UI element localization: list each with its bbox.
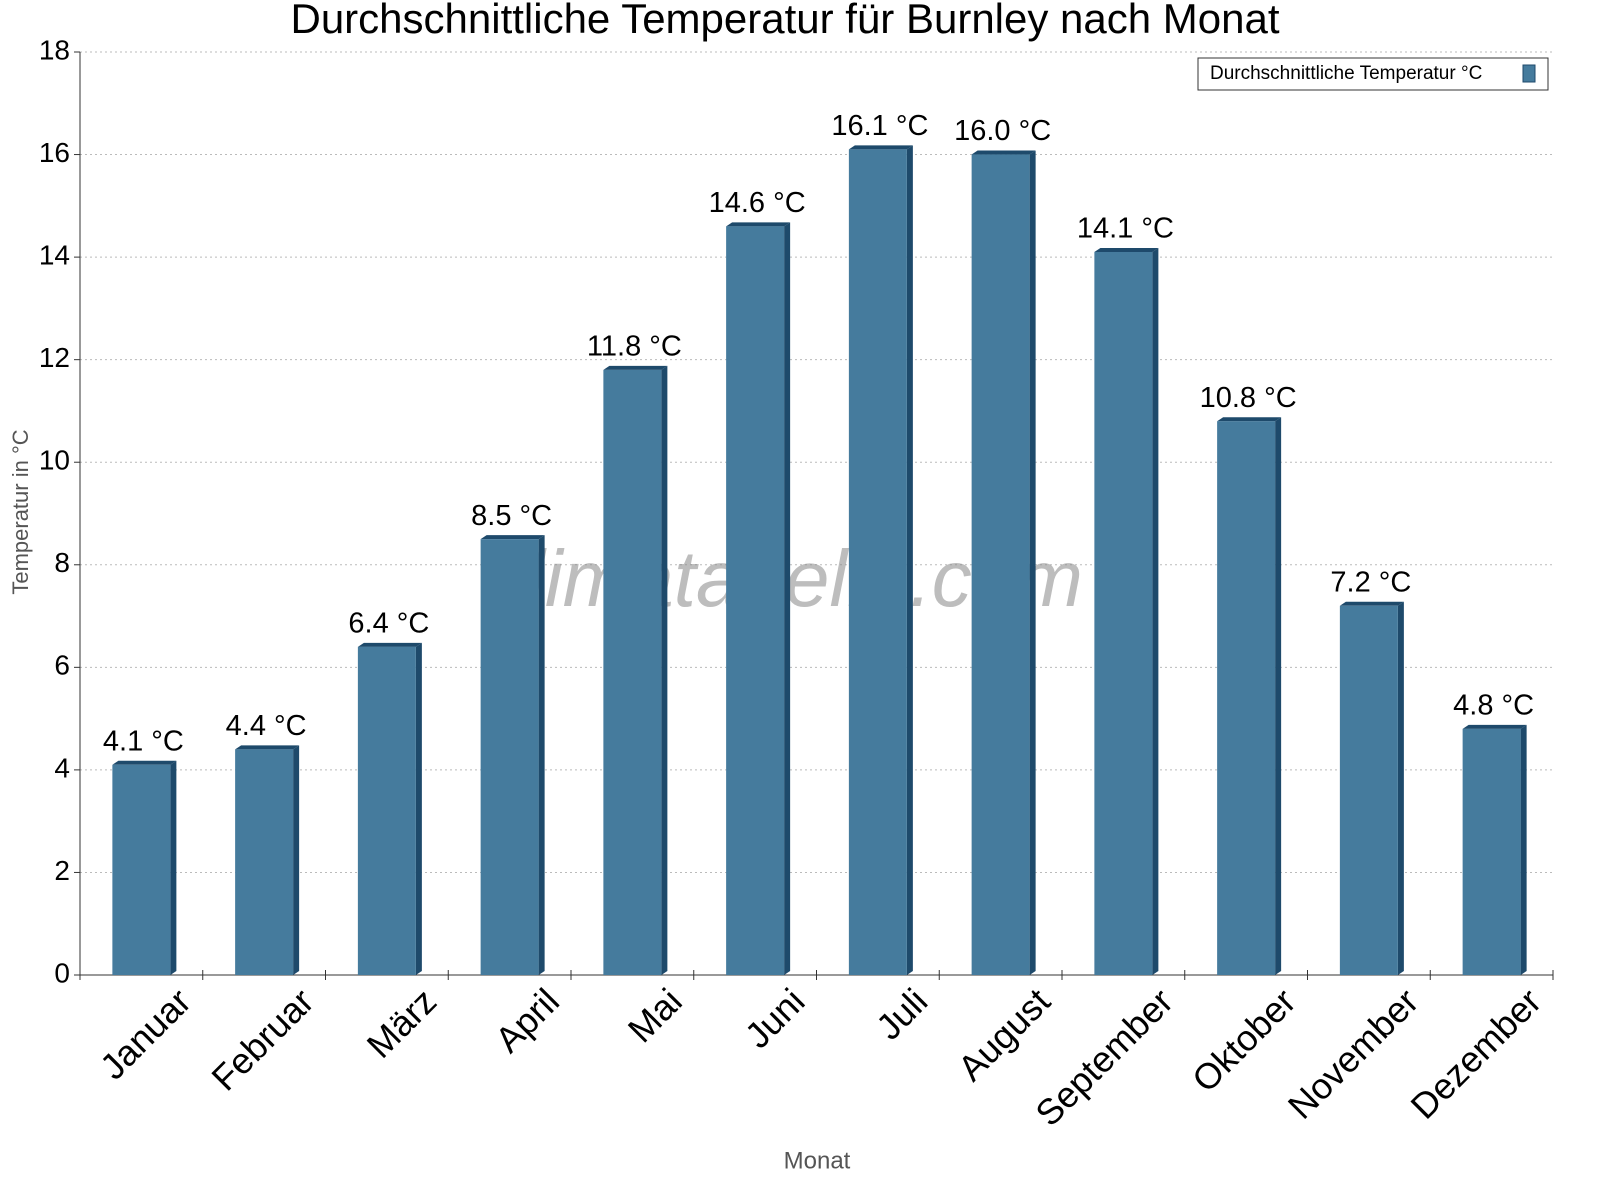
chart-title: Durchschnittliche Temperatur für Burnley… — [290, 0, 1279, 42]
value-label: 8.5 °C — [471, 500, 552, 532]
y-tick-label: 6 — [54, 650, 70, 681]
y-tick-label: 14 — [39, 240, 70, 271]
value-label: 14.1 °C — [1077, 213, 1174, 245]
bar-side — [415, 642, 422, 975]
value-label: 6.4 °C — [348, 607, 429, 639]
bar-top — [112, 760, 177, 765]
legend: Durchschnittliche Temperatur °C — [1197, 57, 1549, 91]
bar-side — [170, 760, 177, 975]
bar-side — [1029, 150, 1036, 976]
y-axis-label: Temperatur in °C — [8, 429, 33, 594]
bar-top — [971, 150, 1036, 155]
bar-top — [1462, 724, 1527, 729]
bar-top — [848, 145, 913, 150]
bar-top — [357, 642, 422, 647]
bar-top — [480, 535, 545, 540]
bar-top — [1339, 601, 1404, 606]
bar-top — [1217, 417, 1282, 422]
bar-top — [603, 365, 668, 370]
bar-side — [293, 745, 300, 975]
y-tick-label: 16 — [39, 137, 70, 168]
bar — [603, 369, 662, 975]
bar-side — [538, 535, 545, 975]
bar-side — [906, 145, 913, 975]
bar-top — [1094, 247, 1159, 252]
bar — [1462, 728, 1521, 975]
bar-side — [1397, 601, 1404, 975]
value-label: 4.4 °C — [226, 710, 307, 742]
value-label: 16.0 °C — [954, 115, 1051, 147]
bar-side — [784, 222, 791, 975]
bar — [1094, 251, 1153, 975]
bar — [848, 149, 907, 975]
legend-label: Durchschnittliche Temperatur °C — [1210, 63, 1482, 84]
bar — [480, 539, 539, 975]
bar — [235, 749, 294, 975]
bar — [971, 154, 1030, 976]
legend-swatch — [1522, 64, 1536, 83]
bar — [1339, 605, 1398, 975]
bar — [726, 226, 785, 975]
bar-top — [726, 222, 791, 227]
bar-side — [1152, 247, 1159, 975]
value-label: 14.6 °C — [709, 187, 806, 219]
bar — [357, 646, 416, 975]
bar-top — [235, 745, 300, 750]
x-axis-label: Monat — [784, 1147, 851, 1174]
y-tick-label: 18 — [39, 34, 70, 65]
value-label: 4.1 °C — [103, 725, 184, 757]
y-tick-label: 4 — [54, 752, 70, 783]
legend-box — [1197, 57, 1549, 91]
y-tick-label: 10 — [39, 445, 70, 476]
y-tick-label: 12 — [39, 342, 70, 373]
value-label: 7.2 °C — [1330, 566, 1411, 598]
bar — [112, 764, 171, 975]
y-tick-label: 2 — [54, 855, 70, 886]
value-label: 10.8 °C — [1200, 382, 1297, 414]
y-tick-label: 8 — [54, 547, 70, 578]
bar — [1217, 421, 1276, 975]
bar-side — [1275, 417, 1282, 975]
y-tick-label: 0 — [54, 957, 70, 988]
value-label: 11.8 °C — [587, 331, 682, 363]
value-label: 4.8 °C — [1453, 690, 1534, 722]
bar-side — [661, 365, 668, 975]
value-label: 16.1 °C — [831, 110, 928, 142]
bar-side — [1520, 724, 1527, 975]
